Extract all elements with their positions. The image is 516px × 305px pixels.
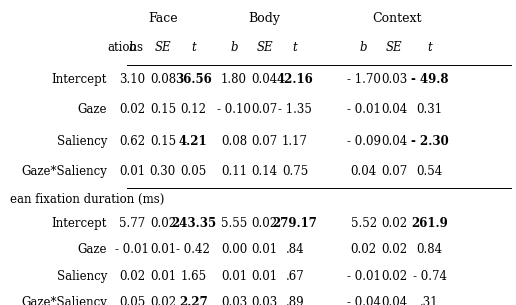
Text: 0.03: 0.03 [381, 73, 407, 86]
Text: 0.05: 0.05 [119, 296, 146, 305]
Text: 0.30: 0.30 [150, 165, 176, 178]
Text: 0.14: 0.14 [251, 165, 278, 178]
Text: .84: .84 [286, 243, 304, 257]
Text: 0.02: 0.02 [381, 270, 407, 283]
Text: 0.12: 0.12 [181, 103, 206, 116]
Text: 36.56: 36.56 [175, 73, 212, 86]
Text: .31: .31 [421, 296, 439, 305]
Text: 42.16: 42.16 [277, 73, 313, 86]
Text: - 1.70: - 1.70 [347, 73, 380, 86]
Text: 1.17: 1.17 [282, 135, 308, 148]
Text: Saliency: Saliency [57, 270, 107, 283]
Text: Gaze*Saliency: Gaze*Saliency [21, 165, 107, 178]
Text: 0.02: 0.02 [119, 103, 146, 116]
Text: Context: Context [372, 12, 422, 25]
Text: 5.55: 5.55 [221, 217, 247, 230]
Text: - 0.01: - 0.01 [347, 103, 380, 116]
Text: 0.15: 0.15 [150, 103, 176, 116]
Text: b: b [360, 41, 367, 54]
Text: Intercept: Intercept [52, 217, 107, 230]
Text: 0.11: 0.11 [221, 165, 247, 178]
Text: Intercept: Intercept [52, 73, 107, 86]
Text: 0.08: 0.08 [221, 135, 247, 148]
Text: 0.31: 0.31 [416, 103, 443, 116]
Text: - 0.01: - 0.01 [116, 243, 149, 257]
Text: 0.01: 0.01 [150, 270, 176, 283]
Text: 0.02: 0.02 [381, 243, 407, 257]
Text: 0.02: 0.02 [350, 243, 377, 257]
Text: 0.54: 0.54 [416, 165, 443, 178]
Text: 2.27: 2.27 [179, 296, 208, 305]
Text: 0.08: 0.08 [150, 73, 176, 86]
Text: Gaze*Saliency: Gaze*Saliency [21, 296, 107, 305]
Text: t: t [293, 41, 297, 54]
Text: 0.05: 0.05 [180, 165, 206, 178]
Text: t: t [427, 41, 432, 54]
Text: .89: .89 [286, 296, 304, 305]
Text: b: b [230, 41, 238, 54]
Text: b: b [128, 41, 136, 54]
Text: 0.02: 0.02 [381, 217, 407, 230]
Text: SE: SE [155, 41, 171, 54]
Text: .67: .67 [285, 270, 304, 283]
Text: 0.62: 0.62 [119, 135, 146, 148]
Text: 0.75: 0.75 [282, 165, 308, 178]
Text: - 1.35: - 1.35 [278, 103, 312, 116]
Text: 0.04: 0.04 [381, 296, 407, 305]
Text: Face: Face [148, 12, 178, 25]
Text: 0.04: 0.04 [381, 135, 407, 148]
Text: ean fixation duration (ms): ean fixation duration (ms) [10, 193, 165, 206]
Text: 0.07: 0.07 [381, 165, 407, 178]
Text: 0.01: 0.01 [119, 165, 146, 178]
Text: - 0.10: - 0.10 [217, 103, 251, 116]
Text: 0.02: 0.02 [119, 270, 146, 283]
Text: - 0.01: - 0.01 [347, 270, 380, 283]
Text: 1.80: 1.80 [221, 73, 247, 86]
Text: 0.01: 0.01 [251, 270, 278, 283]
Text: 0.84: 0.84 [416, 243, 443, 257]
Text: Body: Body [249, 12, 281, 25]
Text: 0.04: 0.04 [381, 103, 407, 116]
Text: 0.01: 0.01 [150, 243, 176, 257]
Text: 4.21: 4.21 [179, 135, 207, 148]
Text: 0.04: 0.04 [350, 165, 377, 178]
Text: - 0.42: - 0.42 [176, 243, 211, 257]
Text: 5.77: 5.77 [119, 217, 146, 230]
Text: 0.02: 0.02 [150, 296, 176, 305]
Text: 1.65: 1.65 [180, 270, 206, 283]
Text: 0.02: 0.02 [150, 217, 176, 230]
Text: - 49.8: - 49.8 [411, 73, 448, 86]
Text: 0.03: 0.03 [251, 296, 278, 305]
Text: SE: SE [386, 41, 402, 54]
Text: Saliency: Saliency [57, 135, 107, 148]
Text: 3.10: 3.10 [119, 73, 146, 86]
Text: - 0.09: - 0.09 [347, 135, 381, 148]
Text: 243.35: 243.35 [171, 217, 216, 230]
Text: Gaze: Gaze [77, 103, 107, 116]
Text: 0.03: 0.03 [221, 296, 247, 305]
Text: SE: SE [256, 41, 273, 54]
Text: ations: ations [107, 41, 143, 54]
Text: - 2.30: - 2.30 [411, 135, 448, 148]
Text: 0.07: 0.07 [251, 103, 278, 116]
Text: - 0.04: - 0.04 [347, 296, 381, 305]
Text: 279.17: 279.17 [272, 217, 317, 230]
Text: 0.01: 0.01 [221, 270, 247, 283]
Text: 261.9: 261.9 [411, 217, 448, 230]
Text: 0.15: 0.15 [150, 135, 176, 148]
Text: 0.00: 0.00 [221, 243, 247, 257]
Text: 0.01: 0.01 [251, 243, 278, 257]
Text: 0.04: 0.04 [251, 73, 278, 86]
Text: 0.02: 0.02 [251, 217, 278, 230]
Text: - 0.74: - 0.74 [413, 270, 447, 283]
Text: Gaze: Gaze [77, 243, 107, 257]
Text: 5.52: 5.52 [350, 217, 377, 230]
Text: 0.07: 0.07 [251, 135, 278, 148]
Text: t: t [191, 41, 196, 54]
